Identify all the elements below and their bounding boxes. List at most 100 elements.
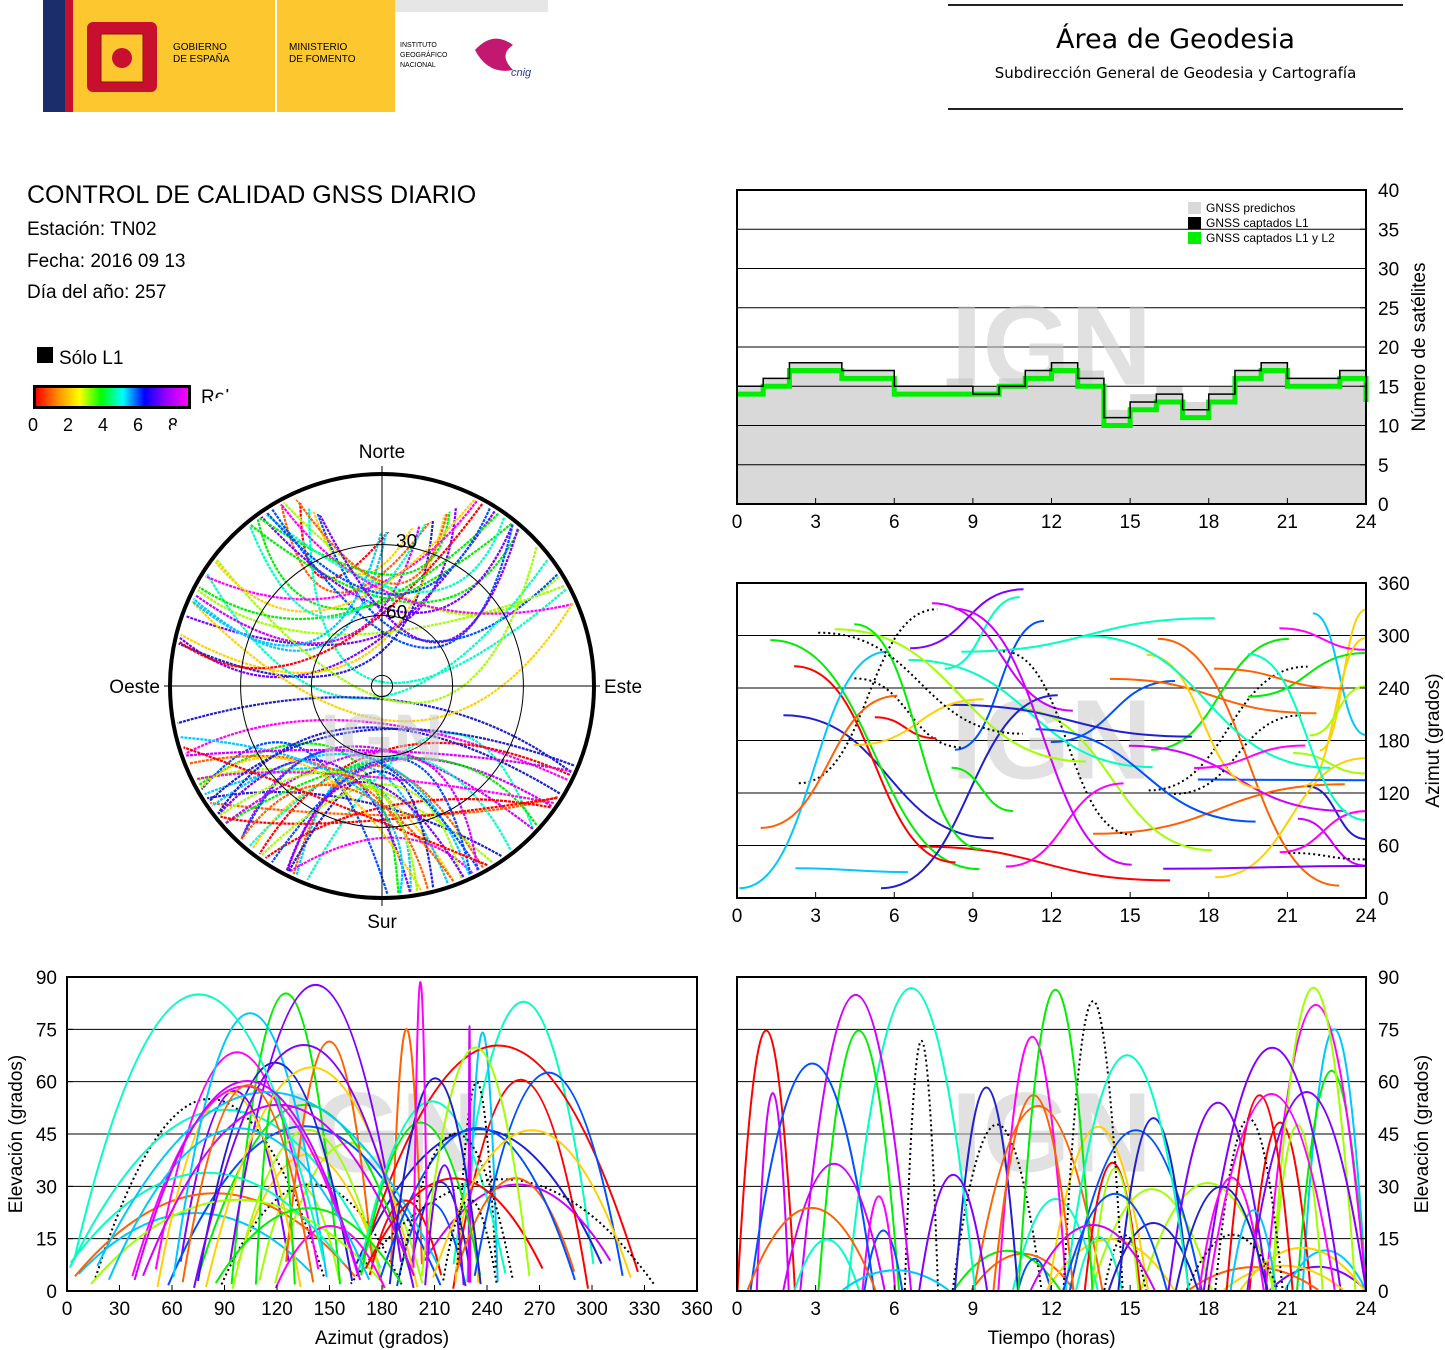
elev-az-xtick-label: 60 — [161, 1299, 182, 1320]
elev-time-ytick-label: 75 — [1378, 1020, 1399, 1041]
satellites-xtick-label: 21 — [1277, 512, 1298, 533]
satellites-ytick-label: 0 — [1378, 495, 1389, 516]
azimuth-track — [834, 628, 1086, 763]
skyplot-track — [266, 507, 491, 596]
skyplot-track — [191, 600, 574, 723]
skyplot-outer-mask — [50, 354, 714, 1018]
elev-time-track — [951, 1123, 1043, 1291]
skyplot-track — [180, 736, 404, 894]
elev-az-ytick-label: 30 — [36, 1177, 57, 1198]
skyplot-track — [178, 503, 484, 670]
elev-time-track — [1167, 1101, 1269, 1291]
skyplot-track — [220, 796, 558, 825]
skyplot-track — [184, 718, 568, 781]
elev-az-xtick-label: 210 — [419, 1299, 451, 1320]
header-rule-top — [948, 4, 1403, 6]
satellites-ytick-label: 20 — [1378, 338, 1399, 359]
elev-az-track — [466, 1031, 499, 1283]
report-title: CONTROL DE CALIDAD GNSS DIARIO — [27, 181, 477, 209]
elev-az-track — [90, 1198, 385, 1285]
elev-az-xtick-label: 180 — [366, 1299, 398, 1320]
skyplot-track — [208, 727, 575, 803]
skyplot-track — [307, 491, 519, 644]
elev-time-xtick-label: 15 — [1120, 1299, 1141, 1320]
elev-az-track — [420, 1046, 531, 1277]
elev-time-track — [953, 1249, 1062, 1291]
azimuth-xtick-label: 9 — [968, 906, 979, 927]
skyplot-track — [206, 791, 502, 857]
elev-az-xtick-label: 30 — [109, 1299, 130, 1320]
snr-tick-0: 0 — [28, 415, 39, 435]
legend-entry-2: GNSS captados L1 y L2 — [1206, 231, 1335, 245]
skyplot-track — [260, 783, 463, 879]
elev-time-track — [1047, 1125, 1149, 1291]
elev-time-track — [997, 1036, 1068, 1291]
azimuth-track — [1247, 652, 1367, 698]
satellites-ytick-label: 35 — [1378, 220, 1399, 241]
satellites-ylabel: Número de satélites — [1409, 263, 1430, 432]
elev-time-track — [793, 1238, 860, 1291]
satellites-watermark: IGN — [951, 283, 1152, 409]
elev-az-xtick-label: 120 — [261, 1299, 293, 1320]
snr-tick-6: 6 — [133, 415, 144, 435]
elev-az-track — [412, 981, 429, 1268]
elev-time-track — [1107, 1222, 1199, 1291]
elev-az-track — [69, 1171, 344, 1264]
elev-az-track — [424, 1164, 465, 1286]
elev-time-track — [1090, 1167, 1140, 1291]
date-label: Fecha: 2016 09 13 — [27, 251, 186, 272]
azimuth-track — [818, 631, 1023, 735]
azimuth-track — [795, 867, 909, 874]
skyplot-track — [204, 766, 412, 892]
skyplot-track — [191, 478, 394, 647]
elev-time-track — [1017, 989, 1094, 1291]
azimuth-track — [854, 623, 982, 851]
elev-az-track — [154, 1051, 320, 1270]
azimuth-ytick-label: 120 — [1378, 784, 1410, 805]
elev-az-track — [355, 1128, 603, 1265]
skyplot-track — [285, 780, 465, 878]
azimuth-track — [1312, 612, 1367, 736]
elev-az-track — [214, 1207, 402, 1284]
elev-time-xtick-label: 24 — [1355, 1299, 1377, 1320]
skyplot-track — [225, 750, 479, 871]
azimuth-track — [1247, 653, 1367, 822]
elev-time-track — [1264, 1004, 1367, 1291]
satellites-ytick-label: 30 — [1378, 260, 1399, 281]
cnig-text: cnig — [511, 67, 532, 79]
elev-az-track — [96, 1091, 440, 1267]
skyplot-track — [216, 546, 538, 705]
azimuth-track — [918, 845, 1171, 882]
azimuth-track — [1163, 865, 1367, 870]
elev-time-track — [799, 994, 912, 1291]
snr-tick-4: 4 — [98, 415, 109, 435]
skyplot-track — [248, 487, 445, 619]
elev-time-track — [1012, 1198, 1099, 1291]
elev-az-ytick-label: 0 — [46, 1282, 57, 1303]
elev-time-track — [1064, 1054, 1190, 1291]
skyplot-track — [264, 513, 506, 593]
skyplot-track — [205, 500, 478, 601]
elev-az-track — [467, 1025, 472, 1283]
elev-az-track — [73, 993, 325, 1261]
elev-az-watermark: IGN — [282, 1070, 483, 1196]
azimuth-track — [1005, 782, 1124, 868]
azimuth-track — [1084, 634, 1331, 769]
elev-time-track — [1284, 1249, 1367, 1291]
elev-az-track — [409, 1180, 471, 1269]
skyplot-track — [217, 758, 412, 893]
elev-az-ytick-label: 45 — [36, 1125, 57, 1146]
azimuth-track — [1035, 728, 1256, 823]
azimuth-track — [1148, 665, 1308, 792]
elev-time-track — [1270, 987, 1357, 1291]
skyplot-track — [286, 757, 553, 872]
elev-az-track — [156, 1091, 302, 1288]
azimuth-xtick-label: 3 — [810, 906, 821, 927]
satellites-xtick-label: 18 — [1198, 512, 1219, 533]
area-title: Área de Geodesia — [1056, 24, 1295, 55]
elev-az-track — [357, 1100, 507, 1274]
skyplot-track — [198, 512, 499, 621]
